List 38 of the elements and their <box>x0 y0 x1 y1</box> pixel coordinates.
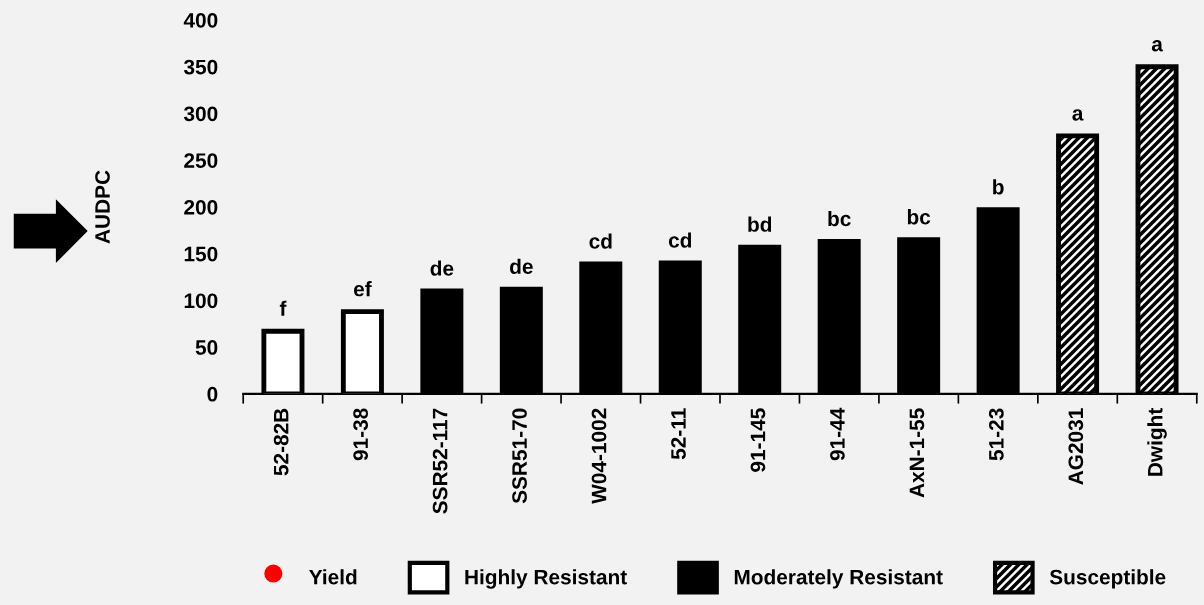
x-tick-label: SSR52-117 <box>432 408 448 514</box>
y-tick-label: 50 <box>195 340 218 355</box>
data-label: a <box>1151 40 1163 52</box>
y-tick-label: 150 <box>184 246 218 262</box>
y-tick-label: 400 <box>183 12 218 28</box>
data-label: cd <box>668 232 692 248</box>
legend-label: Susceptible <box>1049 569 1166 589</box>
y-tick-label: 200 <box>184 199 218 215</box>
x-tick-label: W04-1002 <box>591 408 607 504</box>
data-label: de <box>510 258 533 274</box>
data-label: de <box>430 260 454 276</box>
data-label: bc <box>828 210 851 227</box>
data-label: bd <box>748 216 772 232</box>
data-label: f <box>279 300 287 316</box>
y-axis-title: AUDPC <box>95 170 110 244</box>
y-tick-label: 250 <box>184 153 218 168</box>
legend-label: Moderately Resistant <box>734 569 943 589</box>
legend-label: Yield <box>309 569 357 585</box>
x-tick-label: SSR51-70 <box>512 408 527 504</box>
x-tick-label: AxN-1-55 <box>909 408 925 498</box>
x-tick-label: 91-145 <box>750 408 766 472</box>
x-tick-label: 52-11 <box>671 408 686 460</box>
data-label: bc <box>907 209 931 225</box>
data-label: b <box>993 179 1004 195</box>
x-tick-label: AG2031 <box>1068 408 1084 485</box>
data-label: a <box>1072 109 1084 121</box>
x-tick-label: 91-44 <box>830 407 845 461</box>
data-label: cd <box>589 233 612 249</box>
x-tick-label: 91-38 <box>353 408 369 461</box>
legend-label: Highly Resistant <box>465 569 627 589</box>
y-tick-label: 300 <box>183 106 218 122</box>
x-tick-label: 51-23 <box>988 408 1004 461</box>
data-label: ef <box>353 281 372 297</box>
x-tick-label: Dwight <box>1147 407 1167 476</box>
y-tick-label: 100 <box>184 293 218 309</box>
y-tick-label: 0 <box>207 386 218 402</box>
y-tick-label: 350 <box>183 59 218 75</box>
x-tick-label: 52-82B <box>273 408 289 476</box>
